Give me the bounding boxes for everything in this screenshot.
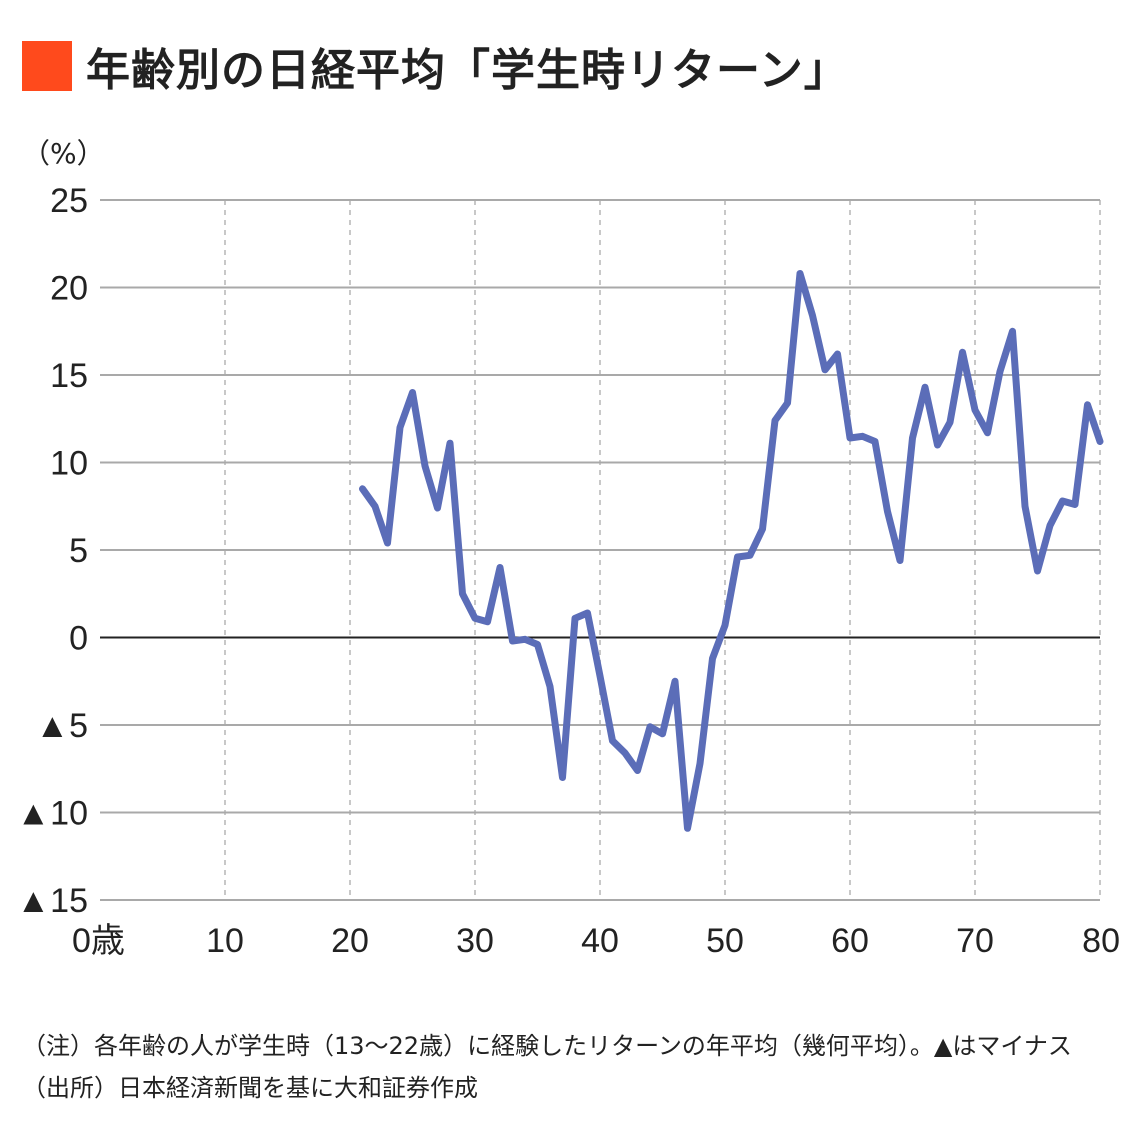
data-point [472,615,478,621]
x-tick-label: 70 [956,922,994,960]
data-point [1097,439,1103,445]
data-point [697,761,703,767]
y-tick-label: 10 [50,445,88,483]
x-tick-label: 0歳 [72,922,125,960]
data-point [910,435,916,441]
data-point [947,419,953,425]
data-point [572,615,578,621]
data-point [922,384,928,390]
data-point [672,678,678,684]
data-point [622,750,628,756]
data-point [935,442,941,448]
data-point [860,433,866,439]
data-point [510,638,516,644]
series-line [359,270,1104,832]
data-point [747,552,753,558]
y-tick-label: 5 [69,532,88,570]
y-tick-label: 20 [50,270,88,308]
data-point [535,642,541,648]
data-point [960,349,966,355]
x-tick-label: 10 [206,922,244,960]
data-point [460,591,466,597]
data-point [497,565,503,571]
data-point [360,486,366,492]
data-point [635,768,641,774]
data-point [385,540,391,546]
data-point [372,503,378,509]
y-tick-label: 25 [50,182,88,220]
y-tick-label: ▲10 [17,795,88,833]
data-point [1047,523,1053,529]
data-point [810,313,816,319]
data-point [997,369,1003,375]
data-point [785,400,791,406]
y-tick-label: 0 [69,620,88,658]
data-point [797,271,803,277]
x-tick-label: 20 [331,922,369,960]
data-point [1022,503,1028,509]
y-tick-label: ▲15 [17,882,88,920]
data-point [447,440,453,446]
data-point [760,526,766,532]
x-tick-label: 40 [581,922,619,960]
data-point [610,738,616,744]
data-point [685,825,691,831]
source-note: （出所）日本経済新聞を基に大和証券作成 [22,1074,478,1102]
data-point [597,673,603,679]
data-point [560,775,566,781]
data-point [772,418,778,424]
data-point [722,622,728,628]
data-point [897,558,903,564]
data-point [1035,568,1041,574]
data-point [547,684,553,690]
y-axis-unit: （%） [22,137,105,170]
data-point [822,367,828,373]
data-point [972,407,978,413]
footnote: （注）各年齢の人が学生時（13〜22歳）に経験したリターンの年平均（幾何平均）。… [22,1032,1072,1060]
data-point [885,509,891,515]
y-tick-label: ▲5 [35,707,88,745]
data-point [1060,498,1066,504]
data-point [522,636,528,642]
data-point [985,430,991,436]
data-point [485,619,491,625]
data-point [397,425,403,431]
chart-title-text: 年齢別の日経平均「学生時リターン」 [86,45,849,96]
x-tick-label: 50 [706,922,744,960]
data-point [735,554,741,560]
data-point [410,390,416,396]
data-point [1010,328,1016,334]
x-tick-label: 60 [831,922,869,960]
y-tick-label: 15 [50,357,88,395]
data-point [585,610,591,616]
title-marker [22,41,72,91]
x-tick-label: 80 [1082,922,1120,960]
x-tick-label: 30 [456,922,494,960]
chart-title: 年齢別の日経平均「学生時リターン」 [22,36,849,96]
data-point [660,731,666,737]
data-point [1085,402,1091,408]
data-point [872,439,878,445]
data-point [435,505,441,511]
data-point [1072,502,1078,508]
data-point [847,435,853,441]
data-point [710,656,716,662]
data-point [835,351,841,357]
data-point [647,724,653,730]
data-point [422,463,428,469]
